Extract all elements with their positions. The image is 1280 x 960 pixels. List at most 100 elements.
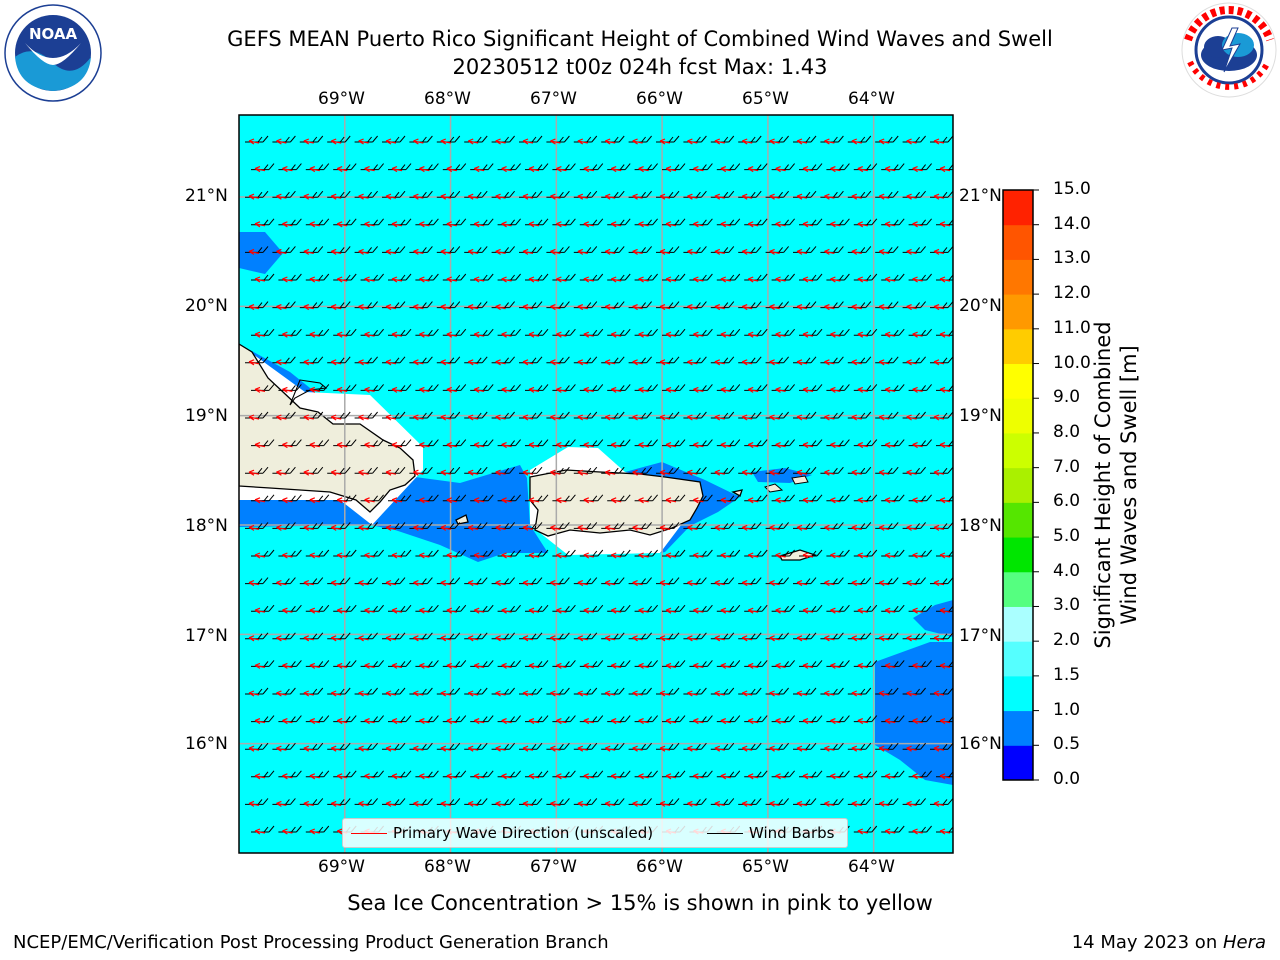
wave-direction-arrow — [604, 359, 616, 366]
wave-direction-arrow — [528, 718, 540, 725]
wave-direction-arrow — [364, 331, 375, 338]
wave-direction-arrow — [276, 138, 287, 145]
wave-direction-arrow — [741, 248, 753, 255]
wave-direction-arrow — [857, 828, 868, 835]
colorbar-segment — [1003, 328, 1033, 365]
legend-item-wind-barbs: Wind Barbs — [707, 824, 834, 842]
wave-direction-arrow — [282, 662, 293, 669]
wave-direction-arrow — [309, 331, 320, 338]
wave-direction-arrow — [413, 248, 424, 255]
wave-direction-arrow — [276, 248, 287, 255]
wave-direction-arrow — [632, 469, 643, 476]
wave-direction-arrow — [413, 193, 424, 200]
wave-direction-arrow — [303, 193, 314, 200]
wave-direction-arrow — [659, 359, 671, 366]
wave-direction-arrow — [254, 386, 266, 393]
wave-direction-arrow — [550, 524, 561, 531]
wave-direction-arrow — [336, 276, 348, 283]
wave-direction-arrow — [577, 248, 588, 255]
wave-direction-arrow — [665, 442, 677, 449]
wave-direction-arrow — [495, 635, 506, 642]
wave-direction-arrow — [687, 248, 698, 255]
wave-direction-arrow — [303, 469, 314, 476]
wave-direction-arrow — [556, 221, 567, 228]
wave-direction-arrow — [939, 552, 951, 559]
wave-direction-arrow — [467, 524, 479, 531]
wave-direction-arrow — [747, 718, 759, 725]
wave-direction-arrow — [440, 469, 451, 476]
wave-direction-arrow — [440, 800, 451, 807]
wave-direction-arrow — [933, 580, 945, 587]
wave-direction-arrow — [330, 745, 342, 752]
wave-direction-arrow — [830, 166, 841, 173]
wave-direction-arrow — [610, 386, 622, 393]
wave-direction-arrow — [276, 193, 287, 200]
wave-direction-arrow — [336, 497, 348, 504]
wave-direction-arrow — [741, 690, 753, 697]
colorbar-segment — [1003, 502, 1033, 538]
wave-direction-arrow — [556, 718, 567, 725]
wave-direction-arrow — [687, 359, 698, 366]
wave-direction-arrow — [446, 552, 457, 559]
lon-label-bottom-69w: 69°W — [318, 857, 365, 877]
wave-direction-arrow — [638, 662, 649, 669]
wave-direction-arrow — [632, 248, 643, 255]
wave-direction-arrow — [912, 497, 923, 504]
wave-direction-arrow — [824, 193, 835, 200]
wave-direction-arrow — [884, 221, 896, 228]
colorbar-label-line2: Wind Waves and Swell [m] — [1117, 345, 1141, 625]
wave-direction-arrow — [638, 221, 649, 228]
wave-direction-arrow — [906, 800, 917, 807]
wave-direction-arrow — [358, 414, 369, 421]
wave-direction-arrow — [282, 166, 293, 173]
wave-direction-arrow — [714, 800, 725, 807]
wave-direction-arrow — [413, 359, 424, 366]
wave-direction-arrow — [659, 800, 671, 807]
wave-direction-arrow — [687, 690, 698, 697]
wave-direction-arrow — [413, 690, 424, 697]
lon-label-top-66w: 66°W — [636, 89, 683, 109]
colorbar-segment — [1003, 259, 1033, 295]
colorbar-tick-label: 12.0 — [1053, 283, 1091, 304]
wave-direction-arrow — [501, 497, 512, 504]
wave-direction-arrow — [309, 718, 320, 725]
wave-direction-arrow — [385, 193, 397, 200]
wave-direction-arrow — [419, 442, 430, 449]
wave-direction-arrow — [413, 745, 424, 752]
wave-direction-arrow — [769, 469, 780, 476]
lon-label-top-65w: 65°W — [742, 89, 789, 109]
wave-direction-arrow — [254, 773, 266, 780]
wave-direction-arrow — [550, 635, 561, 642]
wave-direction-arrow — [556, 773, 567, 780]
wave-direction-arrow — [309, 386, 320, 393]
wave-direction-arrow — [912, 828, 923, 835]
lon-label-bottom-68w: 68°W — [424, 857, 471, 877]
wave-direction-arrow — [638, 552, 649, 559]
land-mass — [455, 514, 469, 525]
wave-direction-arrow — [933, 248, 945, 255]
wave-direction-arrow — [824, 248, 835, 255]
wave-direction-arrow — [769, 138, 780, 145]
wave-direction-arrow — [884, 386, 896, 393]
wave-direction-arrow — [769, 635, 780, 642]
wave-direction-arrow — [556, 662, 567, 669]
wave-direction-arrow — [391, 552, 403, 559]
wave-direction-arrow — [440, 690, 451, 697]
wave-direction-arrow — [358, 800, 369, 807]
wave-direction-arrow — [501, 718, 512, 725]
wave-direction-arrow — [851, 304, 862, 311]
wave-direction-arrow — [413, 524, 424, 531]
wave-direction-arrow — [693, 607, 704, 614]
wave-direction-arrow — [467, 580, 479, 587]
wave-direction-arrow — [282, 276, 293, 283]
shallow-wave-region — [625, 462, 740, 553]
wave-direction-arrow — [638, 166, 649, 173]
wave-direction-arrow — [248, 800, 260, 807]
wave-direction-arrow — [276, 304, 287, 311]
wave-direction-arrow — [358, 745, 369, 752]
colorbar-segment — [1003, 641, 1033, 677]
wave-direction-arrow — [714, 745, 725, 752]
wave-direction-arrow — [857, 386, 868, 393]
wave-direction-arrow — [824, 635, 835, 642]
wave-direction-arrow — [906, 524, 917, 531]
